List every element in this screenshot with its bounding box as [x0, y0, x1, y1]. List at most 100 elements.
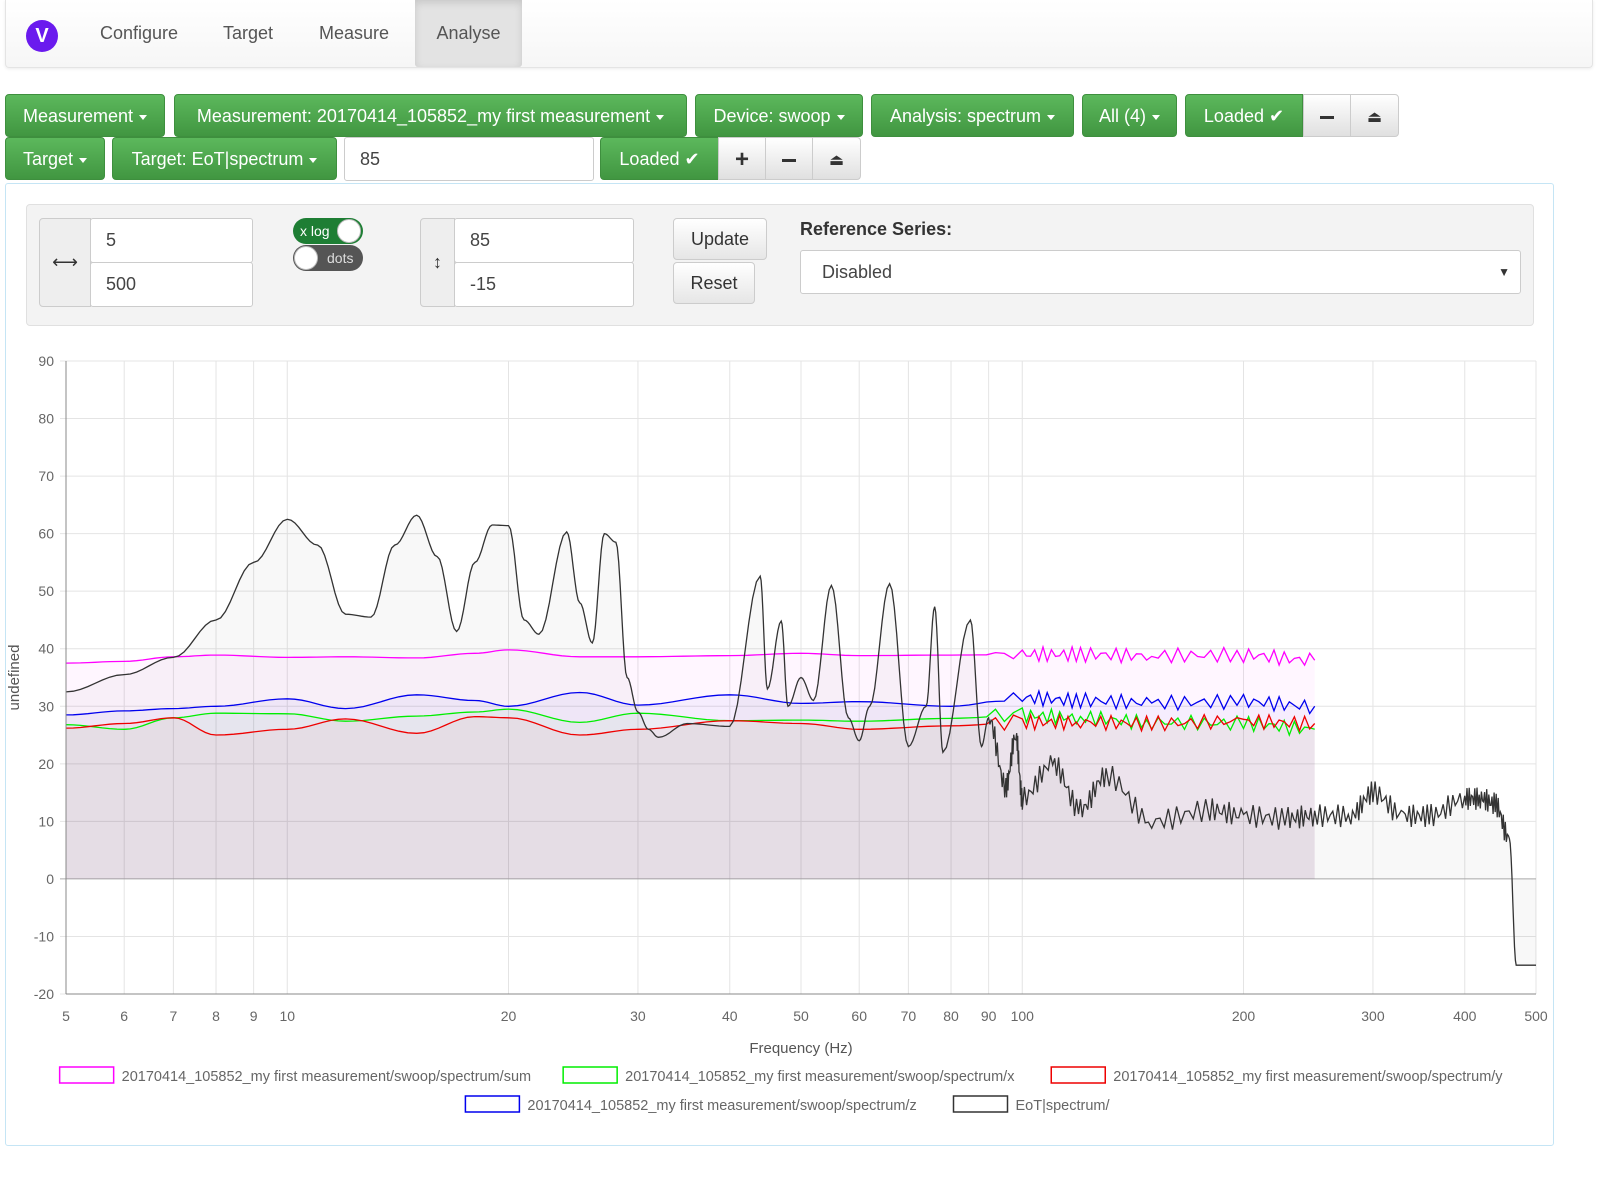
reference-series-label: Reference Series: [800, 219, 953, 239]
reference-series-value: Disabled [822, 262, 893, 282]
x-tick-label: 7 [170, 1008, 178, 1024]
y-axis-label: undefined [6, 645, 23, 711]
x-tick-label: 60 [851, 1008, 867, 1024]
target-loaded-button[interactable]: Loaded ✔ [600, 137, 719, 180]
target-dropdown-button[interactable]: Target [5, 137, 105, 180]
measurement-select-button[interactable]: Measurement: 20170414_105852_my first me… [174, 94, 687, 137]
x-tick-label: 500 [1524, 1008, 1548, 1024]
target-dropdown-label: Target [22, 149, 74, 169]
x-range-addon: ⟷ [39, 218, 91, 307]
minus-icon [782, 158, 796, 162]
series-line [65, 688, 1316, 716]
x-tick-label: 80 [943, 1008, 959, 1024]
caret-down-icon [309, 157, 318, 163]
series-line [65, 644, 1316, 668]
series-select-button[interactable]: All (4) [1082, 94, 1177, 137]
series-line [65, 712, 1316, 736]
legend-swatch [562, 1066, 618, 1084]
xlog-toggle-label: x log [300, 223, 330, 239]
tab-configure[interactable]: Configure [99, 23, 179, 43]
measurement-select-label: Measurement: 20170414_105852_my first me… [196, 106, 651, 126]
measurement-dropdown-label: Measurement [22, 106, 134, 126]
measurement-dropdown-button[interactable]: Measurement [5, 94, 165, 137]
x-tick-label: 70 [901, 1008, 917, 1024]
x-tick-label: 8 [212, 1008, 220, 1024]
y-tick-label: 10 [38, 813, 54, 829]
dots-toggle[interactable]: dots [293, 245, 363, 271]
select-arrow-icon: ▼ [1498, 265, 1510, 279]
y-tick-label: 70 [38, 468, 54, 484]
target-eject-button[interactable]: ⏏ [812, 137, 861, 180]
caret-down-icon [79, 157, 88, 163]
measurement-eject-button[interactable]: ⏏ [1350, 94, 1399, 137]
legend-swatch [952, 1095, 1009, 1113]
x-min-input[interactable]: 5 [90, 218, 253, 263]
y-tick-label: 80 [38, 411, 54, 427]
caret-down-icon [1047, 114, 1056, 120]
x-tick-label: 100 [1011, 1008, 1035, 1024]
x-tick-label: 20 [501, 1008, 517, 1024]
tab-measure[interactable]: Measure [318, 23, 390, 43]
x-tick-label: 30 [630, 1008, 646, 1024]
y-max-input[interactable]: 85 [454, 218, 634, 263]
y-tick-label: -20 [34, 986, 54, 1002]
y-range-addon: ↕ [420, 218, 455, 307]
toggle-knob [294, 246, 318, 270]
eject-icon: ⏏ [828, 152, 845, 169]
toggle-knob [337, 219, 361, 243]
reset-button[interactable]: Reset [673, 262, 755, 304]
target-offset-input[interactable]: 85 [344, 137, 594, 181]
y-tick-label: 0 [46, 871, 54, 887]
y-min-input[interactable]: -15 [454, 262, 634, 307]
chart-lines [65, 514, 1536, 966]
x-tick-label: 400 [1453, 1008, 1477, 1024]
update-button[interactable]: Update [673, 218, 767, 260]
xlog-toggle[interactable]: x log [293, 218, 363, 244]
x-tick-label: 50 [793, 1008, 809, 1024]
caret-down-icon [836, 114, 845, 120]
target-select-button[interactable]: Target: EoT|spectrum [112, 137, 337, 180]
target-remove-button[interactable] [765, 137, 813, 180]
legend-label: 20170414_105852_my first measurement/swo… [625, 1069, 1015, 1085]
series-line [65, 514, 1536, 966]
analysis-select-button[interactable]: Analysis: spectrum [871, 94, 1074, 137]
y-tick-label: 40 [38, 641, 54, 657]
y-tick-label: 50 [38, 583, 54, 599]
x-tick-label: 200 [1232, 1008, 1256, 1024]
legend-swatch [464, 1095, 521, 1113]
vertical-arrows-icon: ↕ [433, 252, 442, 272]
caret-down-icon [1152, 114, 1160, 120]
caret-down-icon [139, 114, 148, 120]
reference-series-select[interactable]: Disabled ▼ [800, 250, 1521, 294]
horizontal-arrows-icon: ⟷ [52, 252, 78, 272]
target-add-button[interactable]: + [718, 137, 766, 180]
tab-analyse[interactable]: Analyse [415, 0, 522, 67]
x-axis-label: Frequency (Hz) [749, 1040, 852, 1057]
x-tick-label: 10 [279, 1008, 295, 1024]
x-max-input[interactable]: 500 [90, 262, 253, 307]
legend-label: 20170414_105852_my first measurement/swo… [122, 1069, 531, 1085]
x-tick-label: 40 [722, 1008, 738, 1024]
tab-target[interactable]: Target [222, 23, 274, 43]
caret-down-icon [656, 114, 665, 120]
minus-icon [1320, 115, 1334, 119]
device-select-button[interactable]: Device: swoop [695, 94, 863, 137]
y-tick-label: 60 [38, 526, 54, 542]
analysis-select-label: Analysis: spectrum [889, 106, 1042, 126]
x-tick-label: 9 [250, 1008, 258, 1024]
series-select-label: All (4) [1098, 106, 1146, 126]
measurement-loaded-button[interactable]: Loaded ✔ [1185, 94, 1303, 137]
chart-legend: 20170414_105852_my first measurement/swo… [58, 1066, 1503, 1114]
x-tick-label: 5 [62, 1008, 70, 1024]
chart-controls: ⟷ 5 500 x log dots ↕ 85 -15 Update Reset… [26, 204, 1534, 326]
chart-axes: 5 6 7 8 9 10 20 30 40 50 60 70 80 90 100 200 300 400 50090… [6, 353, 1548, 1057]
frequency-chart: 5 6 7 8 9 10 20 30 40 50 60 70 80 90 100 200 300 400 50090… [6, 353, 1548, 1114]
eject-icon: ⏏ [1366, 109, 1383, 126]
target-select-label: Target: EoT|spectrum [131, 149, 304, 169]
measurement-remove-button[interactable] [1303, 94, 1351, 137]
app-logo[interactable]: V [26, 20, 58, 52]
device-select-label: Device: swoop [713, 106, 831, 126]
legend-label: EoT|spectrum/ [1016, 1098, 1111, 1114]
x-tick-label: 90 [981, 1008, 997, 1024]
legend-label: 20170414_105852_my first measurement/swo… [1113, 1069, 1503, 1085]
